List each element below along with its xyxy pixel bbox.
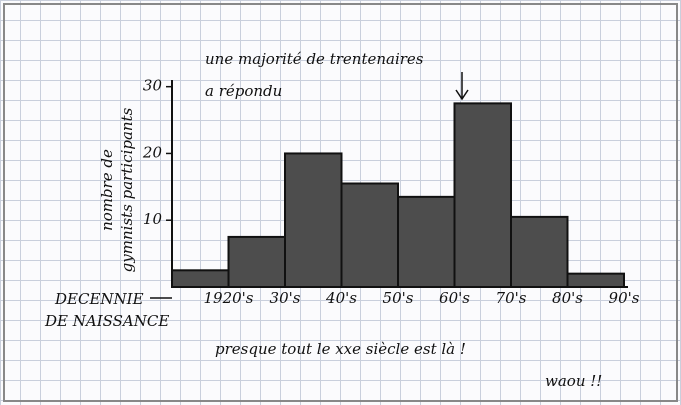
bar bbox=[455, 103, 512, 287]
bar bbox=[342, 184, 399, 288]
x-tick-label: 50's bbox=[383, 289, 414, 307]
x-tick-label: 70's bbox=[496, 289, 527, 307]
y-axis-label: nombre de bbox=[98, 149, 116, 231]
grid-paper: une majorité de trentenaires a répondu n… bbox=[0, 0, 681, 405]
note: presque tout le xxe siècle est là ! bbox=[215, 340, 466, 358]
x-tick-label: 80's bbox=[552, 289, 583, 307]
x-tick-label: 40's bbox=[325, 289, 357, 307]
annotation: une majorité de trentenaires bbox=[205, 50, 424, 68]
y-tick-label: 30 bbox=[143, 77, 163, 95]
x-axis-label: DE NAISSANCE bbox=[44, 312, 169, 330]
x-tick-label: 60's bbox=[439, 289, 470, 307]
chart: une majorité de trentenaires a répondu n… bbox=[0, 0, 681, 405]
bar bbox=[172, 270, 229, 287]
bar bbox=[568, 274, 625, 287]
y-tick-label: 20 bbox=[142, 143, 163, 161]
x-axis-label: DECENNIE bbox=[54, 290, 144, 308]
y-axis-label: gymnists participants bbox=[118, 107, 136, 272]
y-tick-label: 10 bbox=[143, 210, 163, 228]
x-tick-label: 1920's bbox=[204, 289, 254, 307]
annotation: a répondu bbox=[205, 82, 282, 100]
arrow bbox=[456, 72, 468, 99]
bar bbox=[285, 153, 342, 287]
x-tick-label: 30's bbox=[270, 289, 301, 307]
bar bbox=[511, 217, 568, 287]
note: waou !! bbox=[545, 372, 602, 390]
bar bbox=[398, 197, 455, 287]
x-tick-label: 90's bbox=[609, 289, 640, 307]
bar bbox=[229, 237, 286, 287]
